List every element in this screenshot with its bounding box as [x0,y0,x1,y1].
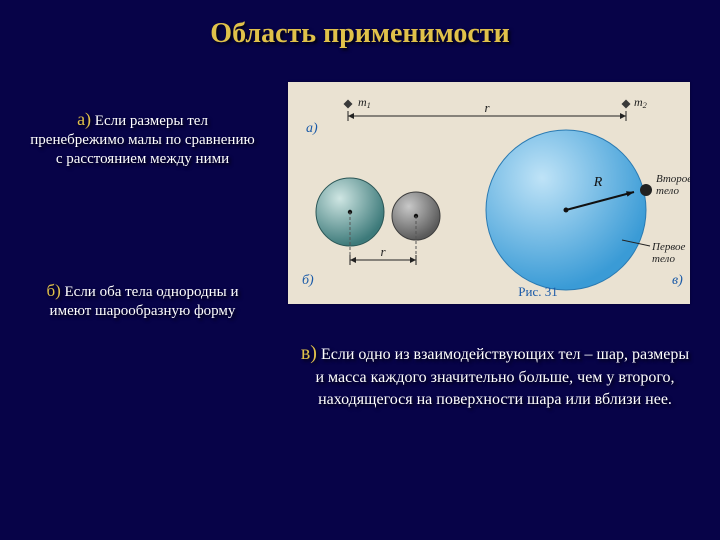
svg-text:б): б) [302,273,314,288]
svg-text:Рис. 31: Рис. 31 [518,284,557,299]
lead-v: в) [301,342,317,364]
figure-container: а)m1m2rб)rRВтороетелоПервоетелов)Рис. 31 [288,82,690,304]
svg-text:R: R [593,175,603,190]
svg-text:в): в) [672,273,683,288]
slide-title: Область применимости [0,18,720,50]
svg-text:тело: тело [652,253,675,265]
text-v: Если одно из взаимодействующих тел – шар… [315,346,689,408]
lead-b: б) [46,281,60,300]
svg-text:а): а) [306,121,318,136]
svg-text:Первое: Первое [651,241,685,253]
svg-text:тело: тело [656,185,679,197]
figure-svg: а)m1m2rб)rRВтороетелоПервоетелов)Рис. 31 [288,82,690,304]
lead-a: а) [77,109,91,129]
text-b: Если оба тела однородны и имеют шарообра… [50,284,239,319]
text-a: Если размеры тел пренебрежимо малы по ср… [30,113,254,167]
svg-text:Второе: Второе [656,173,690,185]
paragraph-a: а) Если размеры тел пренебрежимо малы по… [30,108,255,168]
paragraph-v: в) Если одно из взаимодействующих тел – … [300,340,690,410]
paragraph-b: б) Если оба тела однородны и имеют шароо… [25,280,260,321]
